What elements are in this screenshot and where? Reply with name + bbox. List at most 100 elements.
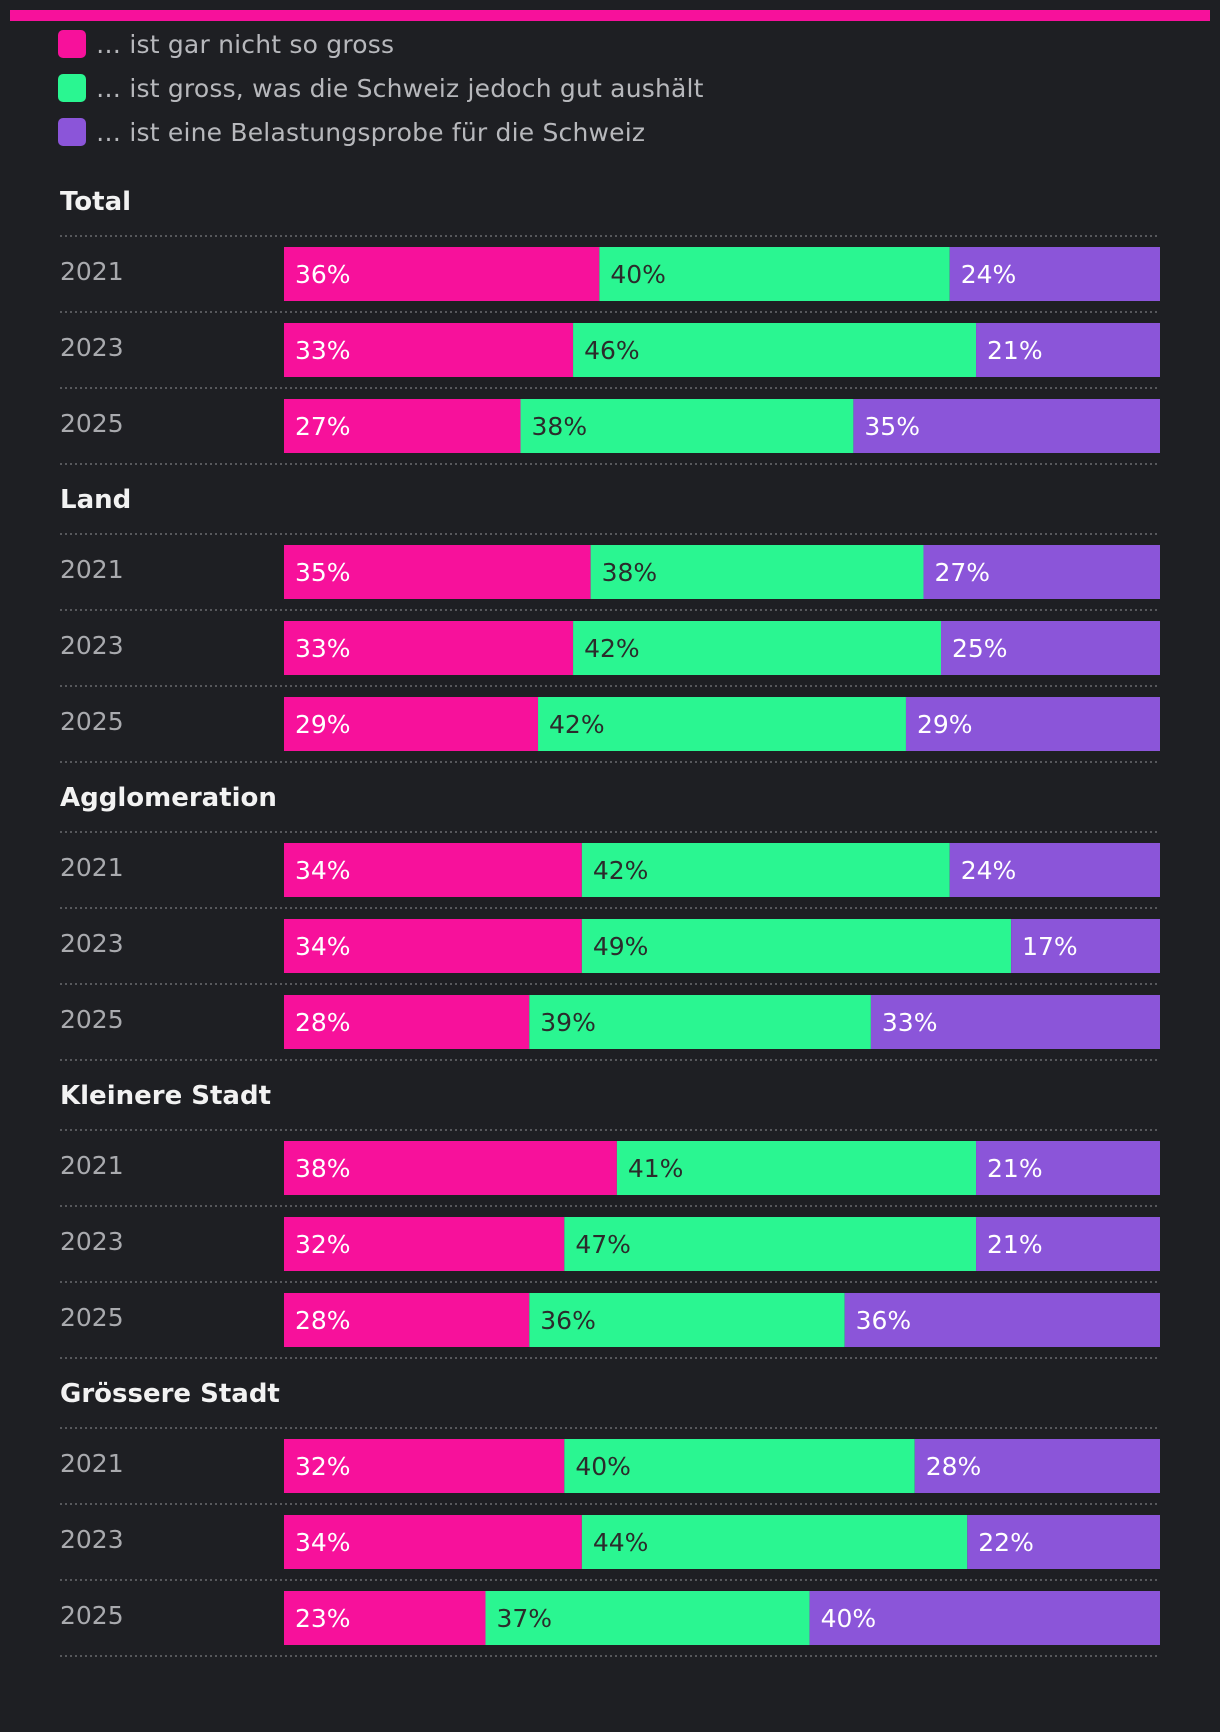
value-label: 35% bbox=[295, 558, 351, 587]
bar-segment bbox=[599, 247, 950, 301]
value-label: 47% bbox=[575, 1230, 631, 1259]
bar-segment bbox=[949, 843, 1160, 897]
bar-segment bbox=[284, 697, 539, 751]
value-label: 38% bbox=[602, 558, 658, 587]
legend-label: … ist gar nicht so gross bbox=[96, 29, 395, 59]
bar-segment bbox=[616, 1141, 977, 1195]
value-label: 38% bbox=[295, 1154, 351, 1183]
bar-segment bbox=[844, 1293, 1160, 1347]
bar-segment bbox=[284, 995, 530, 1049]
value-label: 28% bbox=[926, 1452, 982, 1481]
legend-swatch-pink bbox=[58, 30, 86, 58]
value-label: 23% bbox=[295, 1604, 351, 1633]
value-label: 34% bbox=[295, 856, 351, 885]
bar-segment bbox=[284, 545, 591, 599]
value-label: 46% bbox=[584, 336, 640, 365]
group-title: Agglomeration bbox=[60, 783, 277, 813]
group-title: Grössere Stadt bbox=[60, 1379, 280, 1409]
bar-segment bbox=[581, 919, 1012, 973]
bar-segment bbox=[284, 399, 521, 453]
value-label: 33% bbox=[882, 1008, 938, 1037]
bar-segment bbox=[284, 621, 574, 675]
bar-segment bbox=[870, 995, 1160, 1049]
bar-segment bbox=[581, 843, 950, 897]
bar-segment bbox=[941, 621, 1160, 675]
year-label: 2025 bbox=[60, 1005, 124, 1034]
value-label: 33% bbox=[295, 634, 351, 663]
legend: … ist gar nicht so gross … ist gross, wa… bbox=[58, 22, 704, 154]
bar-segment bbox=[914, 1439, 1160, 1493]
value-label: 32% bbox=[295, 1452, 351, 1481]
value-label: 34% bbox=[295, 1528, 351, 1557]
group-title: Kleinere Stadt bbox=[60, 1081, 271, 1111]
value-label: 40% bbox=[821, 1604, 877, 1633]
bar-segment bbox=[1011, 919, 1160, 973]
year-label: 2021 bbox=[60, 555, 124, 584]
bar-segment bbox=[590, 545, 924, 599]
bar-segment bbox=[923, 545, 1160, 599]
value-label: 37% bbox=[496, 1604, 552, 1633]
bar-segment bbox=[967, 1515, 1160, 1569]
accent-top-line bbox=[10, 10, 1210, 21]
bar-segment bbox=[520, 399, 854, 453]
value-label: 34% bbox=[295, 932, 351, 961]
bar-segment bbox=[853, 399, 1160, 453]
bar-segment bbox=[538, 697, 906, 751]
value-label: 28% bbox=[295, 1008, 351, 1037]
bar-segment bbox=[581, 1515, 968, 1569]
bar-segment bbox=[284, 1591, 486, 1645]
year-label: 2025 bbox=[60, 1303, 124, 1332]
bar-segment bbox=[573, 621, 941, 675]
bar-segment bbox=[809, 1591, 1160, 1645]
value-label: 21% bbox=[987, 1230, 1043, 1259]
legend-item-belastungsprobe: … ist eine Belastungsprobe für die Schwe… bbox=[58, 110, 704, 154]
value-label: 17% bbox=[1022, 932, 1078, 961]
year-label: 2023 bbox=[60, 1227, 124, 1256]
value-label: 36% bbox=[540, 1306, 596, 1335]
value-label: 24% bbox=[961, 856, 1017, 885]
value-label: 49% bbox=[593, 932, 649, 961]
bar-segment bbox=[529, 995, 871, 1049]
value-label: 42% bbox=[593, 856, 649, 885]
bar-segment bbox=[976, 323, 1160, 377]
bar-segment bbox=[284, 1293, 530, 1347]
year-label: 2025 bbox=[60, 1601, 124, 1630]
year-label: 2021 bbox=[60, 1151, 124, 1180]
bar-segment bbox=[284, 1141, 617, 1195]
year-label: 2021 bbox=[60, 1449, 124, 1478]
value-label: 21% bbox=[987, 1154, 1043, 1183]
bar-segment bbox=[284, 1439, 565, 1493]
bar-segment bbox=[976, 1141, 1160, 1195]
value-label: 29% bbox=[295, 710, 351, 739]
year-label: 2025 bbox=[60, 409, 124, 438]
legend-swatch-purple bbox=[58, 118, 86, 146]
value-label: 44% bbox=[593, 1528, 649, 1557]
bar-segment bbox=[284, 843, 582, 897]
bar-segment bbox=[905, 697, 1160, 751]
value-label: 24% bbox=[961, 260, 1017, 289]
value-label: 40% bbox=[575, 1452, 631, 1481]
value-label: 28% bbox=[295, 1306, 351, 1335]
legend-item-gar-nicht-so-gross: … ist gar nicht so gross bbox=[58, 22, 704, 66]
bar-segment bbox=[485, 1591, 810, 1645]
bar-segment bbox=[573, 323, 977, 377]
value-label: 33% bbox=[295, 336, 351, 365]
value-label: 38% bbox=[532, 412, 588, 441]
year-label: 2023 bbox=[60, 1525, 124, 1554]
value-label: 42% bbox=[549, 710, 605, 739]
bar-segment bbox=[564, 1217, 977, 1271]
bar-segment bbox=[284, 1515, 582, 1569]
value-label: 35% bbox=[864, 412, 920, 441]
value-label: 42% bbox=[584, 634, 640, 663]
year-label: 2023 bbox=[60, 333, 124, 362]
group-title: Total bbox=[60, 187, 131, 217]
value-label: 41% bbox=[628, 1154, 684, 1183]
bar-segment bbox=[284, 1217, 565, 1271]
legend-label: … ist eine Belastungsprobe für die Schwe… bbox=[96, 117, 646, 147]
legend-item-gross-gut-aushaelt: … ist gross, was die Schweiz jedoch gut … bbox=[58, 66, 704, 110]
value-label: 40% bbox=[610, 260, 666, 289]
year-label: 2023 bbox=[60, 929, 124, 958]
legend-swatch-green bbox=[58, 74, 86, 102]
year-label: 2023 bbox=[60, 631, 124, 660]
value-label: 27% bbox=[295, 412, 351, 441]
